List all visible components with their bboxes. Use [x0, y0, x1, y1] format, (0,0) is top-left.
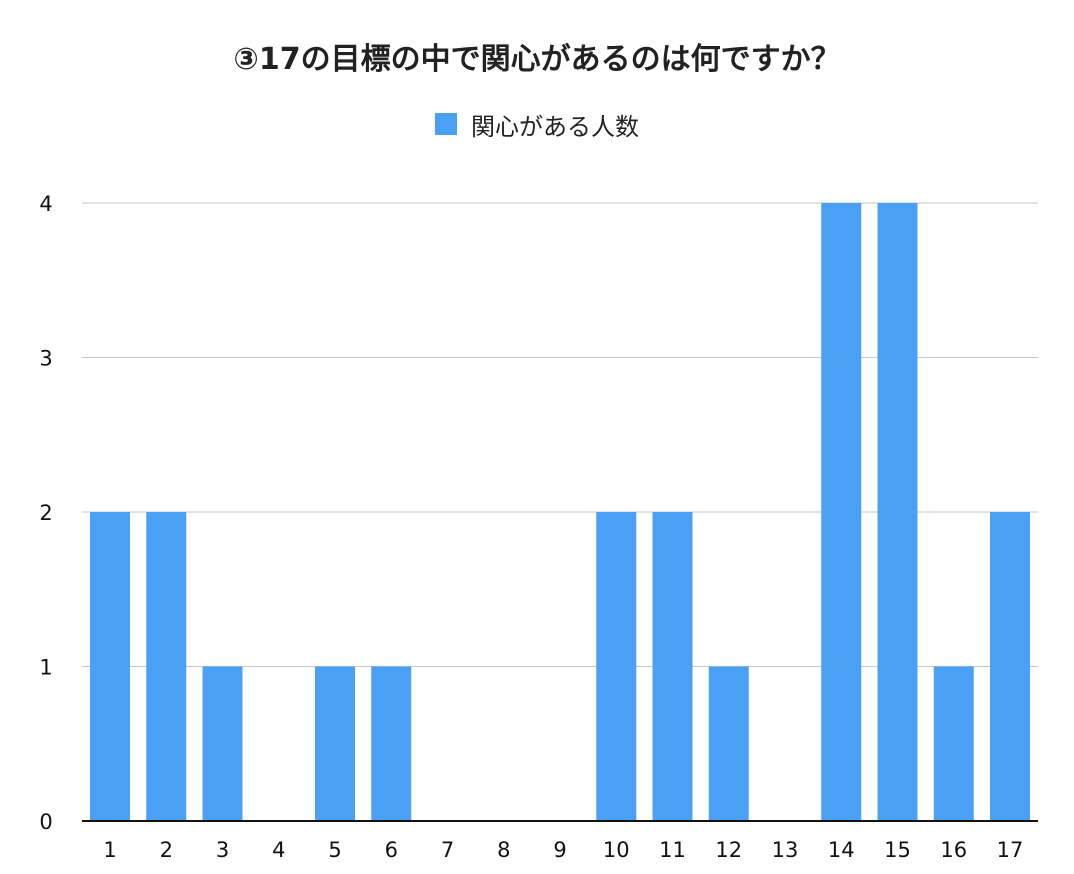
legend-label: 関心がある人数	[471, 112, 639, 141]
y-tick-label: 4	[39, 192, 52, 216]
x-tick-label: 7	[441, 838, 454, 862]
x-tick-label: 8	[497, 838, 510, 862]
bar	[146, 512, 187, 821]
x-tick-label: 5	[328, 838, 341, 862]
x-tick-label: 6	[385, 838, 398, 862]
bar	[202, 666, 243, 821]
x-tick-label: 16	[940, 838, 967, 862]
legend-swatch	[435, 113, 457, 135]
x-tick-label: 11	[659, 838, 686, 862]
x-tick-label: 12	[715, 838, 742, 862]
bar	[821, 203, 862, 821]
x-tick-label: 14	[828, 838, 855, 862]
y-axis-ticks: 0 1 2 3 4	[39, 192, 52, 834]
y-tick-label: 1	[39, 656, 52, 680]
x-tick-label: 1	[103, 838, 116, 862]
bar	[708, 666, 749, 821]
x-tick-label: 3	[216, 838, 229, 862]
y-tick-label: 0	[39, 810, 52, 834]
x-tick-label: 10	[603, 838, 630, 862]
y-tick-label: 2	[39, 501, 52, 525]
bar	[933, 666, 974, 821]
bar	[990, 512, 1030, 821]
x-tick-label: 13	[772, 838, 799, 862]
x-tick-label: 2	[160, 838, 173, 862]
bar	[315, 666, 355, 821]
bar	[877, 203, 918, 821]
x-axis-ticks: 1 2 3 4 5 6 7 8 9 10 11 12 13 14 15 16 17	[103, 838, 1023, 862]
bar	[652, 512, 693, 821]
bars	[90, 203, 1030, 821]
legend: 関心がある人数	[0, 107, 1074, 141]
x-tick-label: 4	[272, 838, 285, 862]
y-tick-label: 3	[39, 347, 52, 371]
x-tick-label: 9	[553, 838, 566, 862]
bar	[90, 512, 130, 821]
bar	[596, 512, 637, 821]
bar	[371, 666, 412, 821]
chart-title: ③17の目標の中で関心があるのは何ですか？	[233, 42, 841, 77]
x-tick-label: 15	[884, 838, 911, 862]
x-tick-label: 17	[997, 838, 1024, 862]
